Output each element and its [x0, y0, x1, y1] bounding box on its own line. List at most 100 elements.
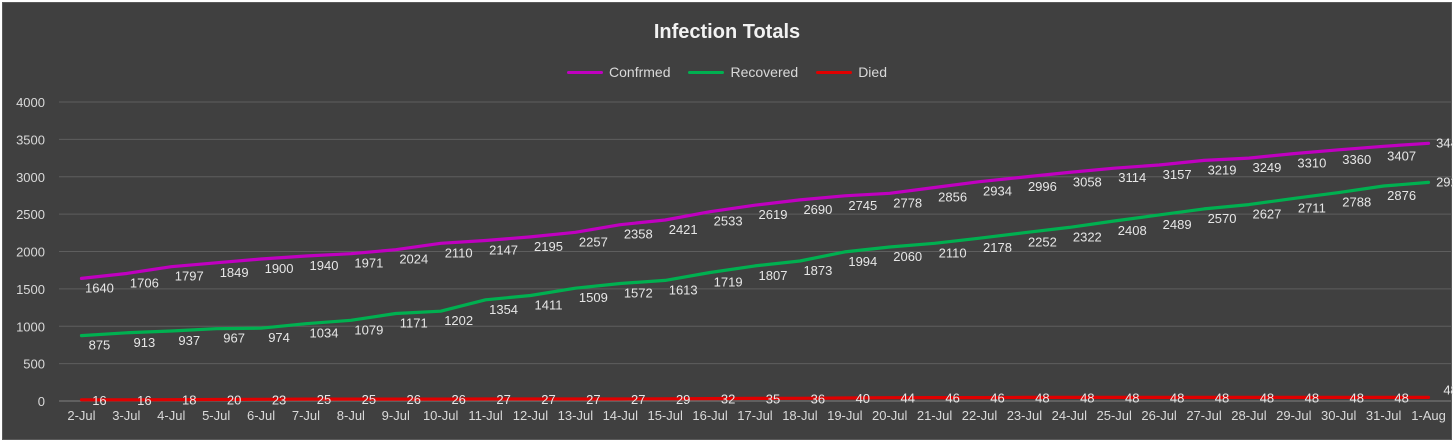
x-tick-label: 5-Jul [202, 408, 230, 423]
x-tick-label: 31-Jul [1366, 408, 1402, 423]
data-label: 2619 [759, 207, 788, 222]
x-tick-label: 29-Jul [1276, 408, 1312, 423]
data-label: 23 [272, 392, 286, 407]
data-label: 1572 [624, 285, 653, 300]
data-label: 1354 [489, 302, 518, 317]
y-tick-label: 2500 [16, 207, 45, 222]
data-label: 913 [134, 335, 156, 350]
x-tick-label: 4-Jul [157, 408, 185, 423]
data-label: 1079 [354, 322, 383, 337]
x-tick-label: 3-Jul [112, 408, 140, 423]
x-tick-label: 30-Jul [1321, 408, 1357, 423]
data-label: 2110 [939, 245, 967, 260]
x-tick-label: 23-Jul [1007, 408, 1043, 423]
data-label: 1171 [400, 315, 428, 330]
data-label: 2060 [893, 249, 922, 264]
legend-label-died: Died [858, 64, 887, 80]
data-label: 29 [676, 392, 690, 407]
x-tick-label: 12-Jul [513, 408, 549, 423]
data-label: 2934 [983, 184, 1012, 199]
data-label: 48 [1035, 390, 1049, 405]
data-label: 2533 [714, 214, 743, 229]
y-tick-label: 0 [38, 394, 45, 409]
x-tick-label: 28-Jul [1231, 408, 1267, 423]
x-tick-label: 24-Jul [1052, 408, 1088, 423]
data-label: 48 [1350, 390, 1364, 405]
data-label: 27 [631, 392, 645, 407]
data-label: 1640 [85, 280, 114, 295]
data-label: 1411 [534, 298, 562, 313]
data-label: 974 [268, 330, 290, 345]
data-label: 2024 [399, 252, 428, 267]
data-label: 27 [586, 392, 600, 407]
data-label: 20 [227, 393, 241, 408]
x-tick-label: 9-Jul [382, 408, 410, 423]
legend-label-confirmed: Confrmed [609, 64, 671, 80]
data-label: 875 [89, 338, 111, 353]
x-tick-label: 19-Jul [827, 408, 863, 423]
legend-item-died: Died [816, 64, 887, 80]
data-label: 2711 [1298, 200, 1326, 215]
x-tick-label: 7-Jul [292, 408, 320, 423]
data-label: 1807 [759, 268, 788, 283]
legend-swatch-recovered [688, 70, 725, 74]
series-line-confrmed [79, 141, 1431, 280]
x-tick-label: 1-Aug [1411, 408, 1446, 423]
data-label: 3058 [1073, 174, 1102, 189]
data-label: 1034 [310, 326, 339, 341]
x-tick-label: 21-Jul [917, 408, 953, 423]
chart-title: Infection Totals [653, 21, 801, 43]
y-tick-label: 500 [23, 357, 45, 372]
data-label: 36 [811, 391, 825, 406]
data-label: 2358 [624, 227, 653, 242]
plot-area: 0 500 1000 1500 2000 2500 3000 3500 4000 2-Jul 3-J… [16, 95, 1453, 423]
y-tick-label: 3500 [16, 132, 45, 147]
data-label: 2421 [669, 222, 698, 237]
data-label: 48 [1170, 390, 1184, 405]
data-label: 1900 [265, 261, 294, 276]
x-tick-label: 10-Jul [423, 408, 459, 423]
data-label: 2147 [489, 243, 518, 258]
x-tick-label: 2-Jul [67, 408, 95, 423]
legend-label-recovered: Recovered [730, 64, 799, 80]
x-tick-label: 8-Jul [337, 408, 365, 423]
data-label: 3249 [1252, 160, 1281, 175]
data-label: 2322 [1073, 229, 1102, 244]
data-label: 1940 [310, 258, 339, 273]
x-tick-label: 18-Jul [782, 408, 818, 423]
x-tick-label: 6-Jul [247, 408, 275, 423]
legend-item-recovered: Recovered [688, 64, 798, 80]
data-label: 25 [362, 392, 376, 407]
data-label: 2788 [1342, 195, 1371, 210]
data-label: 2876 [1387, 188, 1416, 203]
x-tick-label: 22-Jul [962, 408, 998, 423]
y-tick-label: 1000 [16, 319, 45, 334]
data-label: 48 [1215, 390, 1229, 405]
data-label: 1509 [579, 290, 608, 305]
data-label: 2257 [579, 234, 608, 249]
x-tick-label: 26-Jul [1141, 408, 1177, 423]
data-label: 1613 [669, 282, 698, 297]
data-label: 2690 [803, 202, 832, 217]
data-label: 2195 [534, 239, 563, 254]
data-label: 1873 [803, 263, 832, 278]
legend: Confrmed Recovered Died [3, 64, 1451, 80]
data-label: 18 [182, 393, 196, 408]
data-label: 1202 [444, 313, 473, 328]
data-label: 2570 [1208, 211, 1237, 226]
data-label: 2745 [848, 198, 877, 213]
data-label: 2996 [1028, 179, 1057, 194]
y-tick-label: 2000 [16, 245, 45, 260]
data-label: 2627 [1252, 207, 1281, 222]
data-label: 27 [496, 392, 510, 407]
x-tick-label: 15-Jul [647, 408, 683, 423]
legend-swatch-confirmed [567, 70, 604, 74]
data-label: 16 [137, 393, 151, 408]
x-tick-label: 20-Jul [872, 408, 908, 423]
x-tick-label: 11-Jul [468, 408, 503, 423]
data-label: 1706 [130, 275, 159, 290]
x-tick-label: 27-Jul [1186, 408, 1222, 423]
data-label: 3219 [1208, 162, 1237, 177]
data-label: 46 [945, 391, 959, 406]
